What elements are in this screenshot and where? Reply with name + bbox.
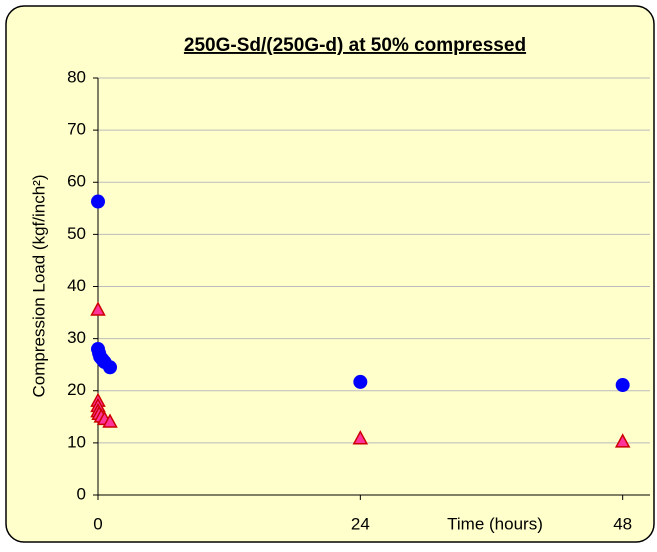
y-axis-label: Compression Load (kgf/inch²) — [29, 175, 48, 398]
data-point — [614, 433, 631, 448]
x-tick-label: 48 — [613, 514, 632, 533]
data-point — [102, 413, 118, 428]
x-axis-label: Time (hours) — [447, 514, 543, 533]
data-point — [103, 360, 118, 375]
data-point — [615, 378, 630, 393]
y-tick-label: 10 — [67, 432, 86, 451]
y-tick-label: 20 — [67, 380, 86, 399]
y-tick-label: 60 — [67, 172, 86, 191]
y-tick-label: 0 — [77, 484, 86, 503]
data-point — [91, 194, 105, 209]
y-tick-label: 40 — [67, 276, 86, 295]
data-point — [352, 430, 369, 445]
x-tick-label: 24 — [351, 514, 370, 533]
data-point — [90, 301, 106, 316]
data-point — [353, 374, 368, 389]
x-tick-label: 0 — [93, 514, 102, 533]
chart-title: 250G-Sd/(250G-d) at 50% compressed — [184, 35, 526, 56]
y-tick-label: 30 — [67, 328, 86, 347]
y-tick-label: 50 — [67, 224, 86, 243]
y-tick-label: 70 — [67, 120, 86, 139]
y-tick-label: 80 — [67, 67, 86, 86]
